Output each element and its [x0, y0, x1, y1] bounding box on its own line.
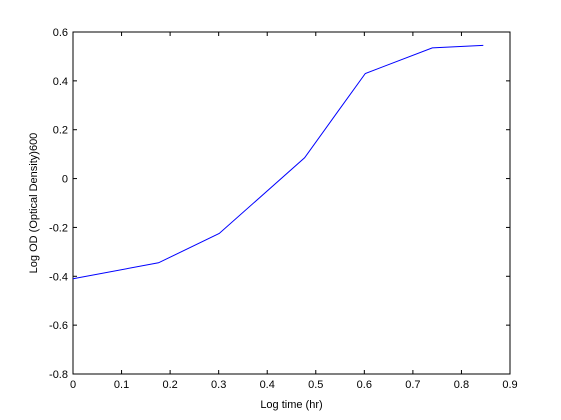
y-axis-label: Log OD (Optical Density)600: [28, 133, 40, 274]
x-tick-label: 0.5: [308, 379, 323, 391]
x-tick-label: 0.1: [114, 379, 129, 391]
y-tick-label: 0.2: [53, 125, 68, 137]
x-tick-label: 0.6: [357, 379, 372, 391]
x-tick-label: 0.7: [405, 379, 420, 391]
x-tick-label: 0.8: [454, 379, 469, 391]
plot-area: [72, 31, 511, 375]
y-tick-label: 0: [62, 174, 68, 186]
y-axis: -0.8 -0.6 -0.4 -0.2 0 0.2 0.4 0.6: [49, 27, 510, 381]
y-tick-label: -0.2: [49, 222, 68, 234]
y-tick-label: -0.6: [49, 320, 68, 332]
y-tick-label: 0.4: [53, 76, 68, 88]
x-tick-label: 0.3: [211, 379, 226, 391]
x-tick-label: 0.2: [162, 379, 177, 391]
x-axis-label: Log time (hr): [260, 399, 322, 411]
y-tick-label: -0.4: [49, 271, 68, 283]
y-tick-label: -0.8: [49, 369, 68, 381]
x-axis: 0 0.1 0.2 0.3 0.4 0.5 0.6 0.7 0.8 0.9: [70, 32, 518, 391]
y-tick-label: 0.6: [53, 27, 68, 39]
series-layer: [72, 44, 484, 280]
x-tick-label: 0.9: [502, 379, 517, 391]
x-tick-label: 0.4: [260, 379, 275, 391]
series-line: [72, 44, 484, 280]
x-tick-label: 0: [70, 379, 76, 391]
